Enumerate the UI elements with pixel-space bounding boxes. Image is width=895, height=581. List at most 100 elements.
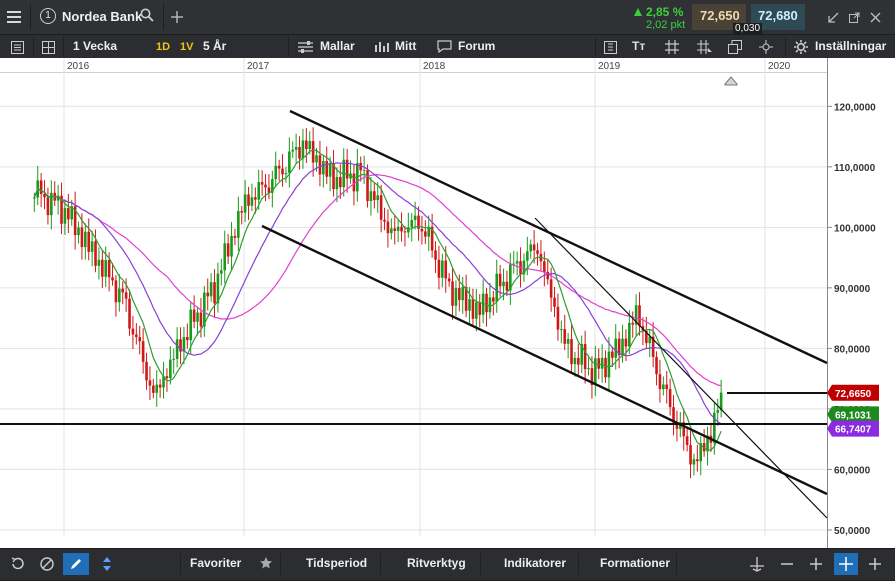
ma-fast-value-label: 69,1031 bbox=[835, 410, 872, 421]
candle-up bbox=[203, 292, 206, 327]
candle-up bbox=[169, 359, 172, 379]
candle-down bbox=[281, 168, 284, 175]
crosshair-icon[interactable] bbox=[834, 553, 858, 575]
candle-down bbox=[379, 195, 383, 220]
candle-up bbox=[220, 270, 223, 274]
moving-average-slow bbox=[33, 173, 722, 387]
magnet-icon[interactable] bbox=[98, 555, 116, 573]
candle-down bbox=[165, 376, 169, 379]
candle-down bbox=[186, 337, 189, 341]
ruler-icon[interactable] bbox=[602, 39, 618, 55]
candle-up bbox=[648, 336, 652, 344]
grid-icon[interactable] bbox=[664, 39, 680, 55]
trend-line bbox=[261, 224, 828, 496]
minimize-icon[interactable] bbox=[827, 11, 839, 23]
candle-down bbox=[563, 329, 567, 344]
add-chart-icon[interactable] bbox=[866, 555, 884, 573]
candle-down bbox=[434, 250, 437, 260]
candle-down bbox=[424, 231, 427, 237]
chart-toolbar: 1 Vecka 1D 1V 5 År Mallar Mitt Forum Tт … bbox=[0, 35, 895, 59]
mine-icon bbox=[374, 40, 389, 56]
candle-down bbox=[417, 215, 420, 229]
candle-down bbox=[590, 368, 594, 386]
fit-icon[interactable] bbox=[748, 555, 766, 573]
copy-icon[interactable] bbox=[727, 39, 743, 55]
candle-up bbox=[257, 182, 261, 200]
last-price-label-bg bbox=[827, 384, 879, 401]
candle-down bbox=[577, 357, 580, 365]
y-tick-label: 50,0000 bbox=[834, 526, 871, 537]
instrument-tab[interactable]: 1 Nordea Bank bbox=[36, 5, 160, 29]
star-icon[interactable] bbox=[259, 556, 273, 573]
candle-down bbox=[80, 227, 84, 248]
candle-down bbox=[192, 309, 196, 322]
candle-down bbox=[553, 297, 556, 307]
candle-up bbox=[315, 155, 318, 163]
candle-down bbox=[665, 384, 669, 390]
crosshair-move-icon[interactable] bbox=[696, 39, 712, 55]
candle-down bbox=[325, 161, 329, 177]
forum-icon bbox=[437, 40, 452, 56]
close-icon[interactable] bbox=[869, 11, 881, 23]
patterns-tab[interactable]: Formationer bbox=[600, 556, 671, 570]
chart-area[interactable]: 120,0000110,0000100,000090,000080,000070… bbox=[0, 58, 895, 548]
mine-button[interactable]: Mitt bbox=[395, 39, 417, 53]
candle-down bbox=[386, 221, 390, 234]
candle-down bbox=[400, 226, 403, 232]
candle-up bbox=[716, 409, 720, 413]
candle-up bbox=[56, 195, 60, 201]
y-tick-label: 100,0000 bbox=[834, 223, 876, 234]
range-selector[interactable]: 5 År bbox=[203, 39, 227, 53]
text-tool-button[interactable]: Tт bbox=[632, 39, 646, 53]
candle-down bbox=[264, 184, 267, 188]
candle-down bbox=[60, 195, 63, 224]
candle-down bbox=[213, 282, 216, 304]
indicators-tab[interactable]: Indikatorer bbox=[504, 556, 567, 570]
candle-up bbox=[162, 376, 165, 388]
x-tick-label: 2016 bbox=[67, 61, 90, 72]
candle-down bbox=[536, 250, 539, 254]
candle-up bbox=[196, 312, 199, 322]
settings-button[interactable]: Inställningar bbox=[815, 39, 887, 53]
price-chart[interactable]: 120,0000110,0000100,000090,000080,000070… bbox=[0, 58, 895, 548]
draw-tools-tab[interactable]: Ritverktyg bbox=[407, 556, 466, 570]
search-icon[interactable] bbox=[140, 8, 154, 25]
pencil-icon[interactable] bbox=[63, 553, 89, 575]
candle-up bbox=[172, 358, 176, 360]
ma-fast-value-label-bg bbox=[827, 406, 879, 423]
zoom-in-icon[interactable] bbox=[807, 555, 825, 573]
moving-average-fast bbox=[33, 149, 722, 451]
popout-icon[interactable] bbox=[848, 11, 860, 23]
candle-down bbox=[94, 241, 97, 266]
candle-up bbox=[573, 357, 577, 365]
candle-up bbox=[70, 206, 74, 220]
candle-down bbox=[645, 330, 648, 344]
timeframe-1d[interactable]: 1D bbox=[156, 41, 171, 53]
candle-down bbox=[121, 288, 125, 293]
candle-up bbox=[33, 197, 36, 199]
add-tab-icon[interactable] bbox=[170, 10, 184, 24]
zoom-out-icon[interactable] bbox=[778, 555, 796, 573]
candle-down bbox=[277, 165, 281, 169]
change-percent: 2,85 % bbox=[646, 5, 684, 19]
forum-button[interactable]: Forum bbox=[458, 39, 496, 53]
period-tab[interactable]: Tidsperiod bbox=[306, 556, 368, 570]
candle-up bbox=[566, 339, 570, 344]
history-icon[interactable] bbox=[9, 555, 27, 573]
layout-icon[interactable] bbox=[40, 39, 56, 55]
timeframe-1v[interactable]: 1V bbox=[180, 41, 194, 53]
list-icon[interactable] bbox=[9, 39, 25, 55]
candle-up bbox=[621, 338, 624, 356]
target-icon[interactable] bbox=[758, 39, 774, 55]
candle-down bbox=[43, 193, 46, 198]
change-points: 2,02 pkt bbox=[646, 19, 686, 31]
candle-up bbox=[223, 243, 227, 271]
period-selector[interactable]: 1 Vecka bbox=[73, 39, 118, 53]
menu-icon[interactable] bbox=[6, 9, 22, 25]
candle-down bbox=[393, 228, 397, 231]
candle-up bbox=[328, 163, 332, 177]
x-tick-label: 2019 bbox=[598, 61, 621, 72]
clear-icon[interactable] bbox=[38, 555, 56, 573]
favorites-button[interactable]: Favoriter bbox=[190, 556, 242, 570]
templates-button[interactable]: Mallar bbox=[320, 39, 355, 53]
